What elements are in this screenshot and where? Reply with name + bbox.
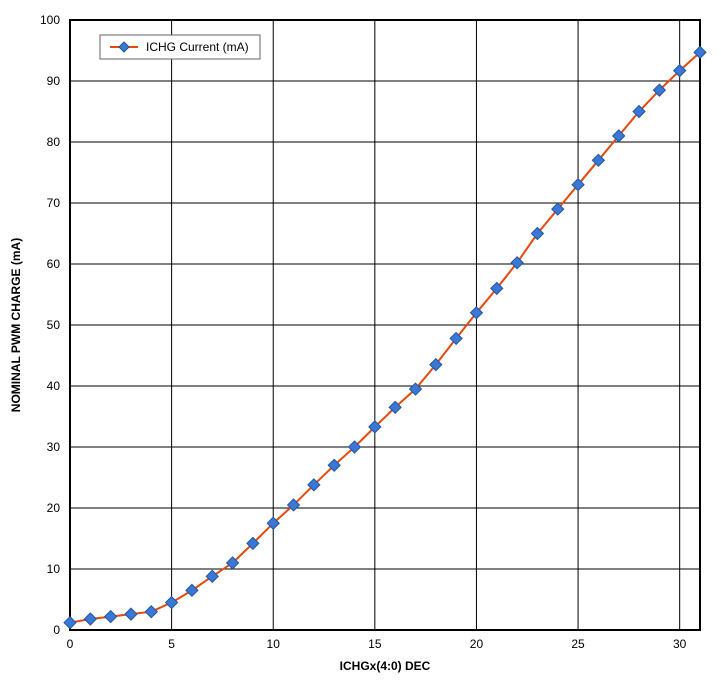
chart-svg: 0 5 10 15 20 25 30 0 10 20 30 40 50 60 70 80 90 100 ICHGx(… xyxy=(0,0,721,684)
x-tick-label: 15 xyxy=(368,637,382,651)
chart-container: 0 5 10 15 20 25 30 0 10 20 30 40 50 60 70 80 90 100 ICHGx(… xyxy=(0,0,721,684)
x-axis-label: ICHGx(4:0) DEC xyxy=(340,659,431,673)
y-tick-label: 10 xyxy=(47,562,61,576)
legend-label: ICHG Current (mA) xyxy=(146,40,249,54)
y-tick-label: 0 xyxy=(53,623,60,637)
x-tick-label: 30 xyxy=(673,637,687,651)
x-tick-label: 20 xyxy=(470,637,484,651)
chart-bg xyxy=(0,0,721,684)
y-tick-label: 70 xyxy=(47,196,61,210)
x-tick-label: 0 xyxy=(67,637,74,651)
y-tick-label: 20 xyxy=(47,501,61,515)
y-tick-label: 30 xyxy=(47,440,61,454)
y-tick-label: 100 xyxy=(40,13,60,27)
y-tick-label: 80 xyxy=(47,135,61,149)
y-tick-label: 90 xyxy=(47,74,61,88)
x-tick-label: 5 xyxy=(168,637,175,651)
y-tick-label: 40 xyxy=(47,379,61,393)
x-tick-label: 10 xyxy=(267,637,281,651)
x-tick-label: 25 xyxy=(571,637,585,651)
y-tick-label: 50 xyxy=(47,318,61,332)
y-axis-label: NOMINAL PWM CHARGE (mA) xyxy=(9,238,23,412)
y-tick-label: 60 xyxy=(47,257,61,271)
